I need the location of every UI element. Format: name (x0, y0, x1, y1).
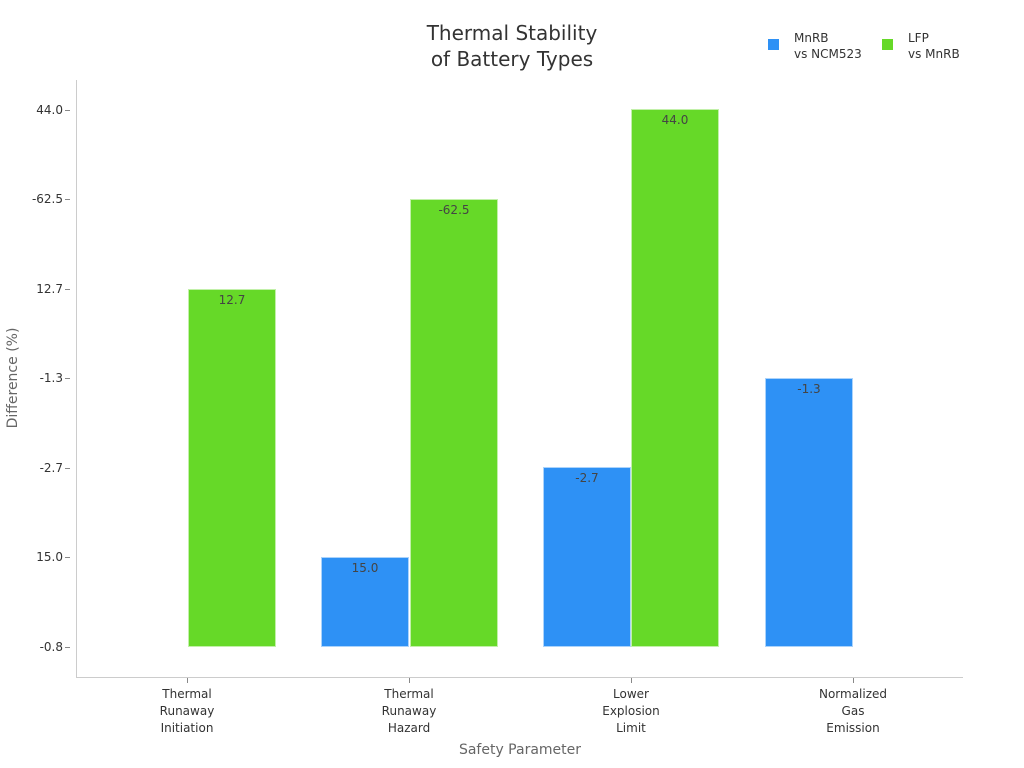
y-tick: -0.8 (0, 639, 70, 655)
bar-mnrb-normalized-gas-emission[interactable]: -1.3 (765, 378, 853, 647)
x-tick-lower-explosion-limit: Lower Explosion Limit (571, 678, 691, 737)
y-tick: -62.5 (0, 191, 70, 207)
y-axis-line (76, 80, 77, 677)
legend-swatch-green-icon (882, 39, 893, 50)
y-tick: -1.3 (0, 370, 70, 386)
x-axis-label: Safety Parameter (458, 742, 582, 758)
legend-label-line1: LFP (908, 31, 929, 45)
legend-label-line2: vs MnRB (908, 47, 960, 61)
y-tick: -2.7 (0, 460, 70, 476)
x-tick-normalized-gas-emission: Normalized Gas Emission (793, 678, 913, 737)
y-tick: 12.7 (0, 281, 70, 297)
bar-value-label: 15.0 (351, 561, 379, 575)
bar-value-label: -1.3 (797, 382, 821, 396)
bar-mnrb-thermal-runaway-hazard[interactable]: 15.0 (321, 557, 409, 647)
bar-lfp-thermal-runaway-initiation[interactable]: 12.7 (188, 289, 276, 647)
bar-value-label: 44.0 (661, 113, 689, 127)
bar-lfp-thermal-runaway-hazard[interactable]: -62.5 (410, 199, 498, 647)
bar-value-label: 12.7 (218, 293, 246, 307)
legend-swatch-blue-icon (768, 39, 779, 50)
x-tick-thermal-runaway-initiation: Thermal Runaway Initiation (127, 678, 247, 737)
legend-item-lfp[interactable]: LFP vs MnRB (882, 30, 960, 62)
legend-label-line1: MnRB (794, 31, 829, 45)
chart-title-line1: Thermal Stability (426, 21, 598, 45)
y-tick: 44.0 (0, 102, 70, 118)
x-axis-line (76, 677, 963, 678)
legend-label-line2: vs NCM523 (794, 47, 862, 61)
legend-item-mnrb[interactable]: MnRB vs NCM523 (768, 30, 862, 62)
chart-title: Thermal Stability of Battery Types (362, 20, 662, 72)
bar-value-label: -62.5 (438, 203, 470, 217)
bar-value-label: -2.7 (575, 471, 599, 485)
chart-title-line2: of Battery Types (430, 47, 594, 71)
bar-lfp-lower-explosion-limit[interactable]: 44.0 (631, 109, 719, 647)
y-tick: 15.0 (0, 549, 70, 565)
bar-mnrb-lower-explosion-limit[interactable]: -2.7 (543, 467, 631, 647)
x-tick-thermal-runaway-hazard: Thermal Runaway Hazard (349, 678, 469, 737)
